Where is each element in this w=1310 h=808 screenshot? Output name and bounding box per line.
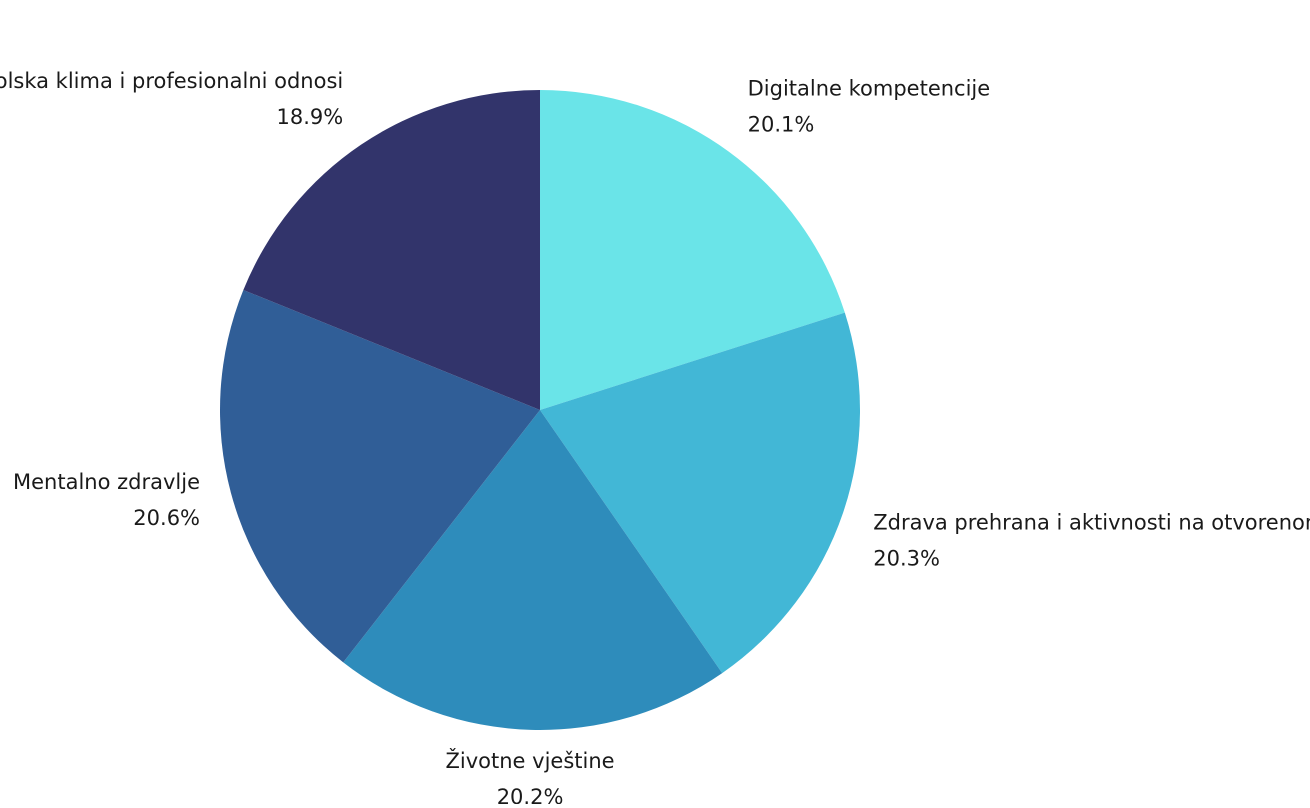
pie-slice bbox=[540, 90, 845, 410]
pie-slice bbox=[219, 289, 540, 663]
pie-slice bbox=[540, 312, 860, 674]
slice-value-label: 20.2% bbox=[497, 785, 564, 804]
slice-label: Zdrava prehrana i aktivnosti na otvoreno… bbox=[873, 510, 1310, 534]
slice-value-label: 18.9% bbox=[277, 105, 344, 129]
slice-label: Digitalne kompetencije bbox=[748, 77, 991, 101]
pie-slice bbox=[343, 410, 723, 730]
slice-label: Pozitivna školska klima i profesionalni … bbox=[0, 69, 343, 93]
slice-value-label: 20.1% bbox=[748, 113, 815, 137]
slice-value-label: 20.3% bbox=[873, 546, 940, 570]
pie-slice bbox=[243, 90, 540, 410]
slice-value-label: 20.6% bbox=[133, 506, 200, 530]
slice-label: Životne vještine bbox=[446, 748, 615, 773]
slice-label: Mentalno zdravlje bbox=[13, 470, 200, 494]
